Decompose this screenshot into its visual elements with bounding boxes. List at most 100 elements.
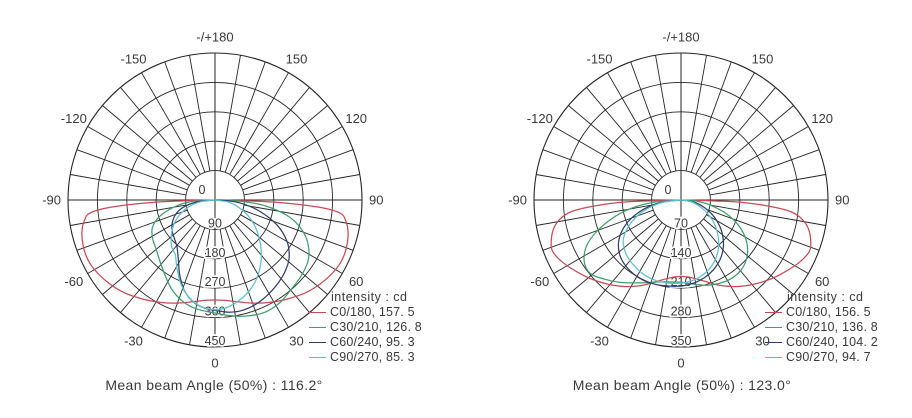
angle-spoke — [242, 209, 354, 251]
legend-entry-label: C60/240, 95. 3 — [330, 335, 415, 349]
angle-spoke — [542, 149, 654, 191]
angle-spoke — [224, 227, 266, 339]
legend-rows: C0/180, 157. 5 C30/210, 126. 8 C60/240, 95… — [309, 305, 422, 365]
angle-label: -90 — [42, 193, 61, 208]
angle-spoke — [553, 214, 656, 274]
angle-spoke — [695, 72, 755, 175]
legend-entry-label: C0/180, 156. 5 — [786, 305, 871, 319]
angle-spoke — [70, 204, 187, 226]
series-curve-C30-210 — [583, 199, 749, 286]
angle-spoke — [690, 61, 732, 173]
legend-entry: C90/270, 94. 7 — [765, 350, 878, 365]
legend-entry-label: C60/240, 104. 2 — [786, 335, 878, 349]
angle-label: -120 — [61, 111, 87, 126]
angle-spoke — [685, 55, 707, 172]
angle-spoke — [76, 149, 188, 191]
angle-label: 30 — [289, 334, 303, 349]
angle-spoke — [706, 214, 809, 274]
mean-beam-angle-caption: Mean beam Angle (50%) : 123.0° — [572, 377, 792, 393]
angle-spoke — [630, 61, 672, 173]
legend-entry-label: C30/210, 136. 8 — [786, 320, 878, 334]
angle-spoke — [586, 222, 663, 313]
radial-label: 180 — [205, 246, 226, 260]
legend-entry-label: C90/270, 94. 7 — [786, 350, 871, 364]
polar-plot-right: -/+180 -150 150 -120 120 -90 90 -60 60 -30 30 0 0 70 1… — [508, 30, 849, 371]
angle-spoke — [685, 228, 707, 345]
angle-spoke — [243, 204, 360, 226]
angle-label: -60 — [530, 274, 549, 289]
angle-spoke — [243, 174, 360, 196]
angle-label: 0 — [677, 356, 684, 371]
angle-spoke — [607, 72, 667, 175]
angle-spoke — [219, 55, 241, 172]
legend-entry-label: C0/180, 157. 5 — [330, 305, 415, 319]
angle-label: -30 — [124, 334, 143, 349]
angle-label: 150 — [752, 51, 774, 66]
angle-spoke — [553, 126, 656, 186]
legend-swatch — [765, 312, 782, 313]
angle-spoke — [120, 222, 197, 313]
angle-label: 0 — [211, 356, 218, 371]
radial-label: 450 — [205, 334, 226, 348]
legend-swatch — [765, 357, 782, 358]
legend-entry: C90/270, 85. 3 — [309, 350, 422, 365]
polar-plot-left: -/+180 -150 150 -120 120 -90 90 -60 60 -30 30 0 0 90 1… — [42, 30, 383, 371]
series-curve-C30-210 — [151, 199, 310, 317]
angle-spoke — [189, 55, 211, 172]
angle-spoke — [708, 209, 820, 251]
angle-label: 90 — [369, 193, 383, 208]
legend-swatch — [309, 342, 326, 343]
angle-spoke — [655, 55, 677, 172]
mean-beam-angle-caption: Mean beam Angle (50%) : 116.2° — [105, 377, 323, 393]
angle-spoke — [102, 218, 193, 295]
angle-label: -150 — [586, 51, 612, 66]
angle-spoke — [229, 225, 289, 328]
angle-spoke — [536, 174, 653, 196]
legend: intensity : cd C0/180, 157. 5 C30/210, 12… — [309, 290, 422, 365]
angle-label: 90 — [835, 193, 849, 208]
legend-swatch — [309, 357, 326, 358]
angle-spoke — [709, 174, 826, 196]
angle-label: 60 — [349, 274, 363, 289]
legend-entry: C60/240, 95. 3 — [309, 335, 422, 350]
angle-spoke — [224, 61, 266, 173]
series-curve-C60-240 — [617, 199, 725, 287]
angle-spoke — [240, 214, 343, 274]
legend-entry: C30/210, 136. 8 — [765, 320, 878, 335]
angle-spoke — [703, 218, 794, 295]
angle-label: -150 — [120, 51, 146, 66]
angle-spoke — [189, 228, 211, 345]
radial-label: 140 — [671, 246, 692, 260]
angle-label: -60 — [64, 274, 83, 289]
legend-entry-label: C30/210, 126. 8 — [330, 320, 422, 334]
legend-entry: C0/180, 157. 5 — [309, 305, 422, 320]
angle-label: 120 — [811, 111, 833, 126]
angle-spoke — [70, 174, 187, 196]
angle-label: -90 — [508, 193, 527, 208]
angle-spoke — [655, 228, 677, 345]
legend-entry: C30/210, 126. 8 — [309, 320, 422, 335]
angle-spoke — [229, 72, 289, 175]
angle-label: -120 — [527, 111, 553, 126]
legend-swatch — [765, 327, 782, 328]
legend-entry: C0/180, 156. 5 — [765, 305, 878, 320]
legend-swatch — [309, 312, 326, 313]
angle-spoke — [240, 126, 343, 186]
angle-spoke — [568, 105, 659, 182]
legend-rows: C0/180, 156. 5 C30/210, 136. 8 C60/240, 10… — [765, 305, 878, 365]
angle-spoke — [586, 87, 663, 178]
angle-spoke — [141, 72, 201, 175]
angle-label: 150 — [286, 51, 308, 66]
angle-spoke — [242, 149, 354, 191]
angle-label: 30 — [755, 334, 769, 349]
angle-label: -/+180 — [662, 30, 699, 45]
series-curve-C0-180 — [550, 199, 812, 288]
radial-label: 0 — [665, 183, 672, 197]
radial-label: 280 — [671, 305, 692, 319]
angle-spoke — [164, 227, 206, 339]
angle-spoke — [706, 126, 809, 186]
angle-spoke — [703, 105, 794, 182]
legend-swatch — [765, 342, 782, 343]
legend-entry-label: C90/270, 85. 3 — [330, 350, 415, 364]
